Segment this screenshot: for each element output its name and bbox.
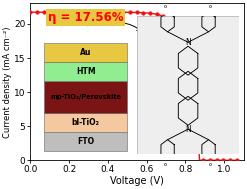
Point [35,11,39,14]
Point [235,159,239,162]
Point [195,122,199,125]
Point [162,15,165,18]
Point [102,11,105,14]
Point [135,11,139,14]
Point [62,11,65,14]
Point [95,11,99,14]
Point [108,11,112,14]
X-axis label: Voltage (V): Voltage (V) [110,176,164,186]
Point [182,40,185,43]
Point [175,26,179,29]
Point [215,159,219,162]
Point [115,11,119,14]
Point [228,159,232,162]
Point [142,11,145,14]
Y-axis label: Current density (mA cm⁻²): Current density (mA cm⁻²) [3,26,12,138]
Point [28,11,32,14]
Point [148,12,152,15]
Text: η = 17.56%: η = 17.56% [48,11,124,24]
Point [188,68,192,71]
Point [48,11,52,14]
Point [75,11,79,14]
Point [202,159,206,162]
Point [41,11,45,14]
Point [55,11,59,14]
Point [88,11,92,14]
Point [208,159,212,162]
Point [128,11,132,14]
Point [155,13,159,16]
Point [82,11,85,14]
Point [122,11,125,14]
Point [222,159,226,162]
Point [168,19,172,22]
Point [68,11,72,14]
